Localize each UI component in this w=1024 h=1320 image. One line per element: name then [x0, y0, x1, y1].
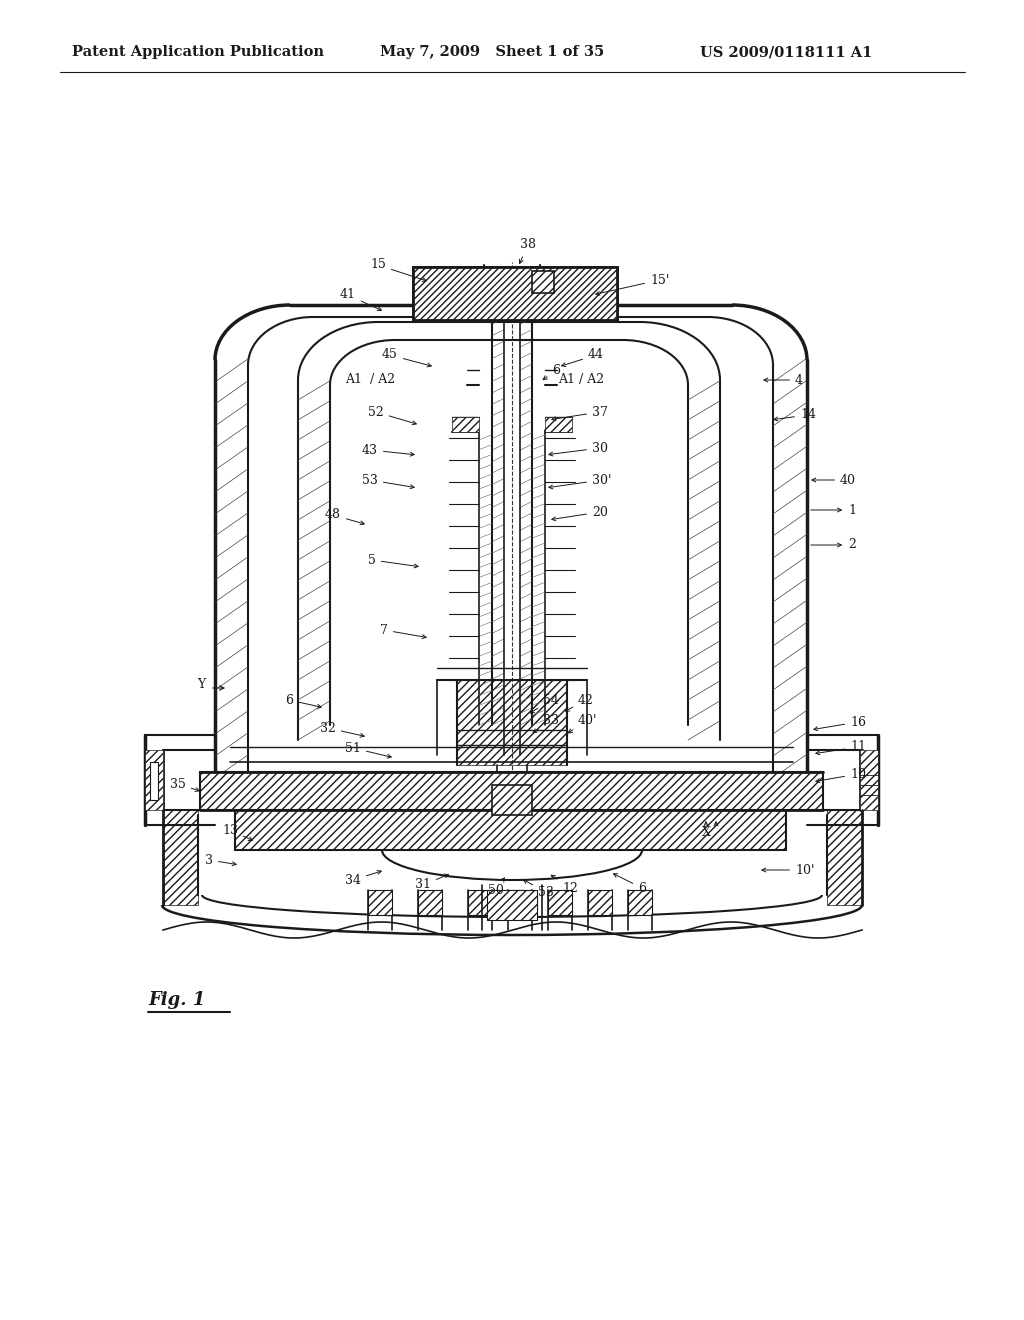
Text: 6: 6 [613, 874, 646, 895]
Bar [418, 890, 442, 915]
Text: 30': 30' [549, 474, 611, 488]
Text: 38: 38 [519, 239, 536, 264]
Text: 33: 33 [534, 714, 559, 733]
Text: 12: 12 [551, 875, 578, 895]
Text: 41: 41 [340, 289, 382, 310]
Text: 13: 13 [222, 824, 253, 841]
Text: 53: 53 [523, 880, 554, 899]
Text: 16: 16 [814, 715, 866, 731]
Text: 7: 7 [380, 623, 426, 639]
Bar [827, 810, 862, 906]
Text: 5: 5 [368, 553, 418, 568]
Text: 10: 10 [816, 767, 866, 783]
Bar [413, 267, 617, 319]
Text: 32: 32 [319, 722, 365, 737]
Bar [468, 890, 492, 915]
Text: 11: 11 [816, 741, 866, 755]
Text: 40: 40 [812, 474, 856, 487]
Text: US 2009/0118111 A1: US 2009/0118111 A1 [700, 45, 872, 59]
Text: Y: Y [197, 678, 205, 692]
Text: May 7, 2009   Sheet 1 of 35: May 7, 2009 Sheet 1 of 35 [380, 45, 604, 59]
Text: 2: 2 [811, 539, 856, 552]
Text: 15': 15' [596, 273, 670, 296]
Text: 15: 15 [370, 259, 426, 281]
Bar [163, 810, 198, 906]
Text: 3: 3 [205, 854, 237, 866]
Bar [457, 680, 567, 766]
Text: 35: 35 [170, 777, 200, 792]
Text: 4: 4 [764, 374, 803, 387]
Text: Fig. 1: Fig. 1 [148, 991, 205, 1008]
Bar [234, 810, 786, 850]
Bar [487, 890, 537, 920]
Text: 20: 20 [552, 506, 608, 521]
Bar [145, 750, 163, 810]
Text: 1: 1 [811, 503, 856, 516]
Text: 6: 6 [543, 363, 560, 380]
Text: 10': 10' [762, 863, 814, 876]
Text: 44: 44 [562, 348, 604, 367]
Text: 30: 30 [549, 441, 608, 455]
Text: 34: 34 [345, 870, 381, 887]
Text: 43: 43 [362, 444, 414, 457]
Text: 45: 45 [382, 348, 431, 367]
Text: 53: 53 [362, 474, 414, 488]
Text: X: X [702, 825, 711, 838]
Bar [545, 417, 572, 432]
Text: 37: 37 [552, 405, 608, 421]
Bar [508, 890, 532, 915]
Bar [532, 271, 554, 293]
Text: 42: 42 [565, 693, 594, 711]
Text: 6: 6 [285, 693, 322, 709]
Text: 31: 31 [415, 874, 449, 891]
Text: A1 / A2: A1 / A2 [558, 374, 604, 387]
Text: A1  / A2: A1 / A2 [345, 374, 395, 387]
Bar [452, 417, 479, 432]
Bar [860, 750, 878, 810]
Text: 52: 52 [368, 405, 417, 425]
Bar [628, 890, 652, 915]
Bar [548, 890, 572, 915]
Bar [588, 890, 612, 915]
Bar [150, 762, 158, 800]
Text: 51: 51 [345, 742, 391, 758]
Text: 14: 14 [774, 408, 816, 421]
Bar [492, 785, 532, 814]
Bar [368, 890, 392, 915]
Text: Patent Application Publication: Patent Application Publication [72, 45, 324, 59]
Text: 54: 54 [530, 693, 559, 713]
Text: 50: 50 [488, 878, 505, 896]
Text: 48: 48 [325, 508, 365, 525]
Bar [200, 772, 823, 810]
Text: 40': 40' [568, 714, 597, 733]
